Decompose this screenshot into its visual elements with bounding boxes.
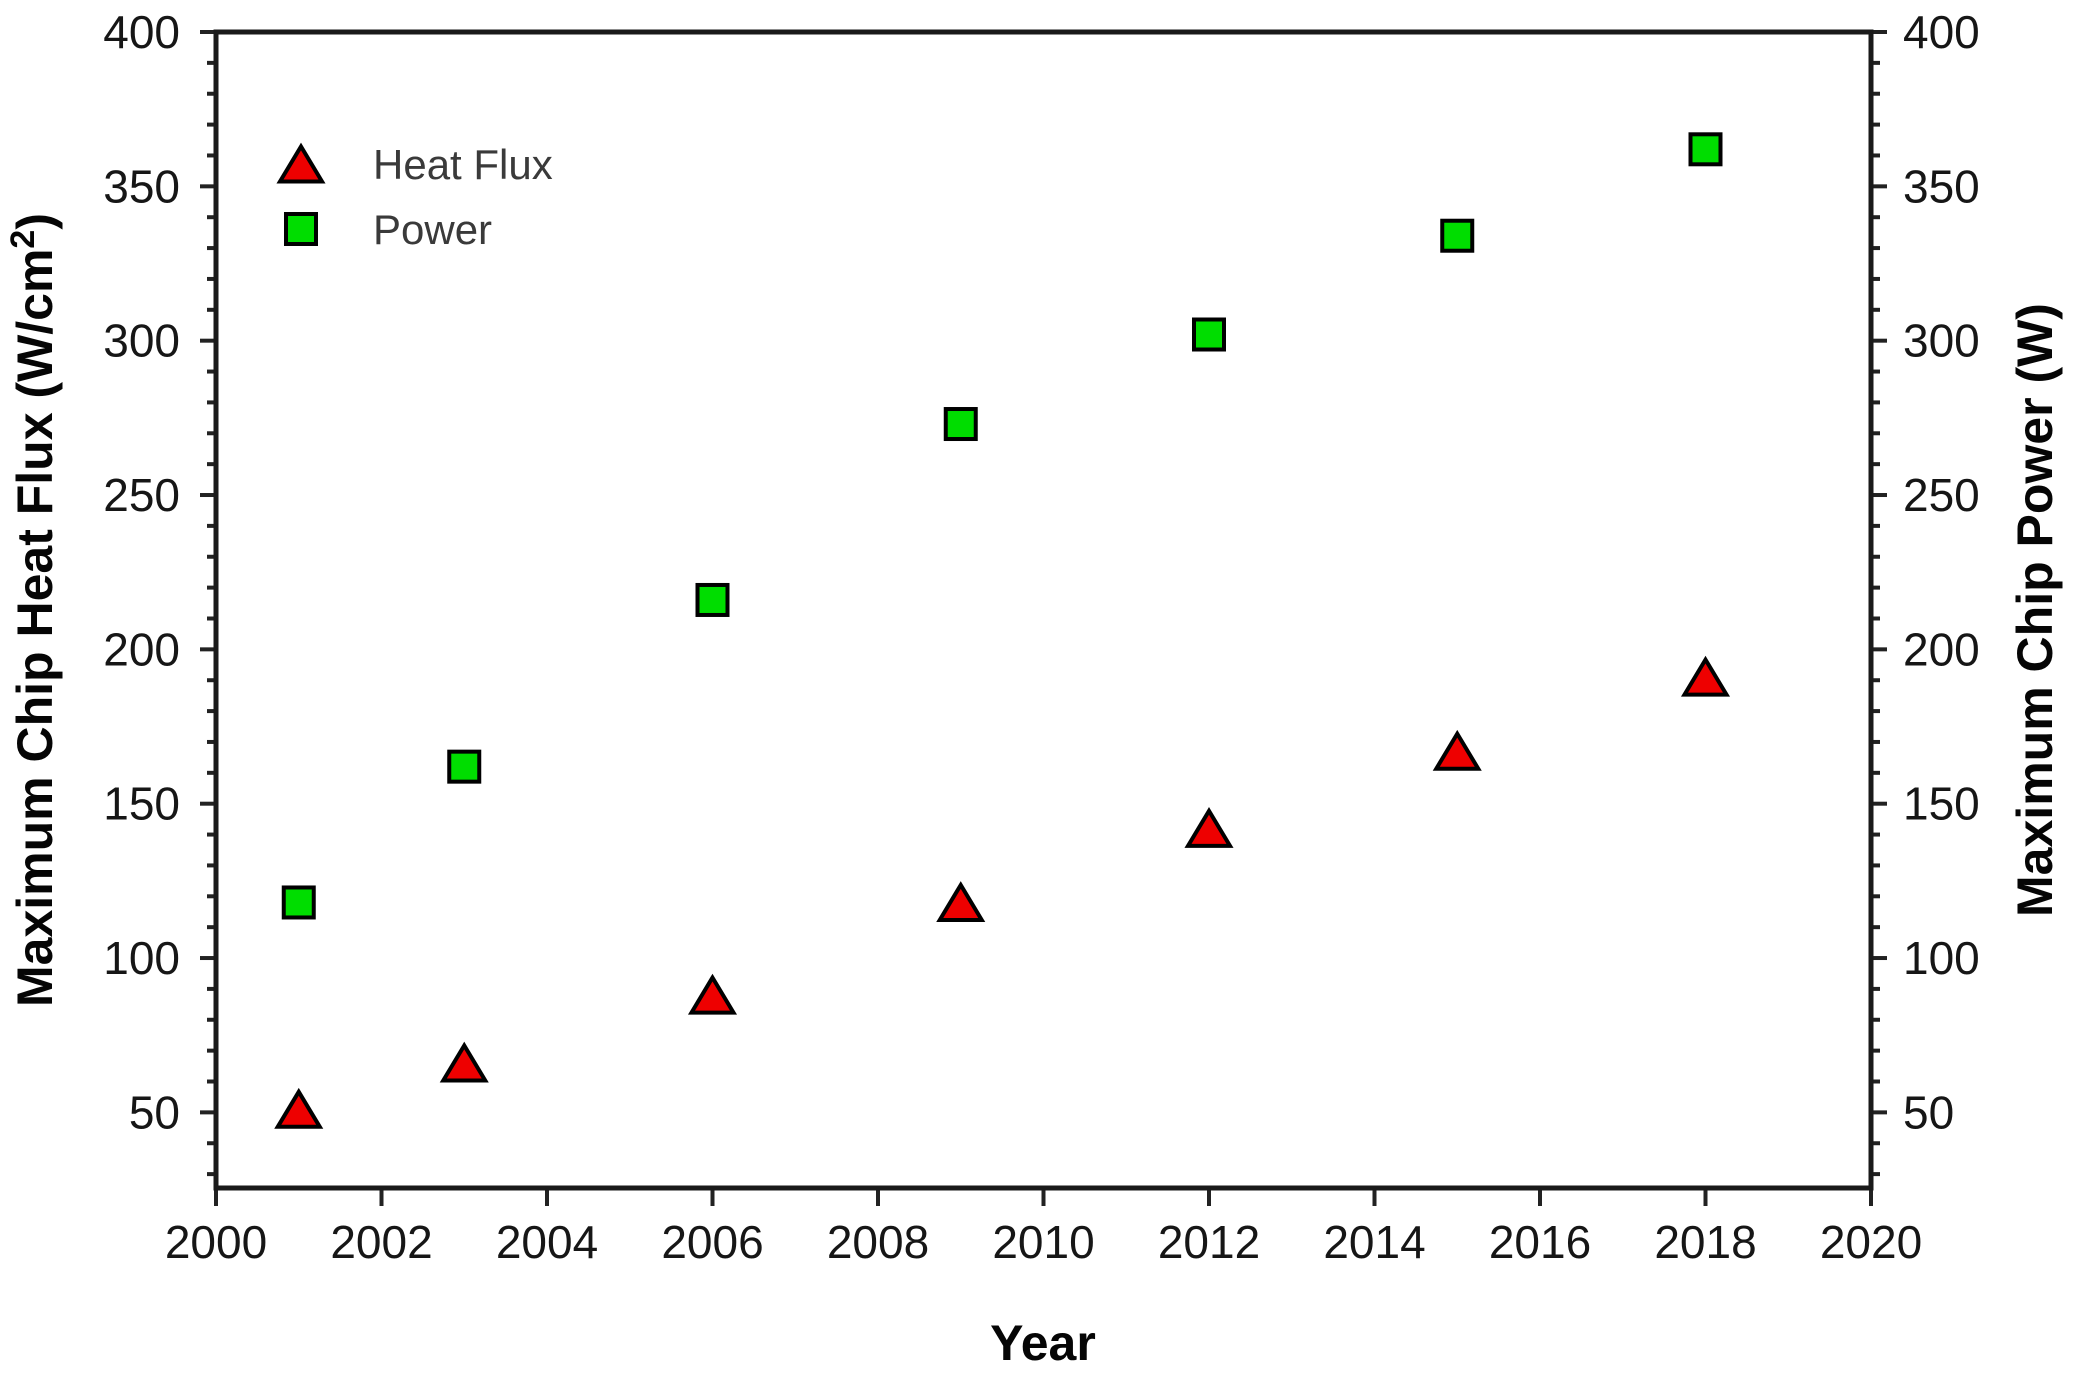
x-axis-tick-label: 2004: [496, 1216, 598, 1268]
y-axis-tick-label-right: 400: [1903, 6, 1980, 58]
left-axis-title-superscript: 2: [4, 230, 42, 249]
data-point-heat-flux-2003: [439, 1041, 489, 1083]
data-point-power-2006: [695, 582, 730, 617]
x-axis-tick-label: 2012: [1158, 1216, 1260, 1268]
data-point-heat-flux-2009: [936, 881, 986, 922]
y-axis-tick-label-right: 200: [1903, 623, 1980, 675]
legend: Heat Flux Power: [276, 141, 553, 253]
data-point-power-2012: [1192, 317, 1226, 352]
y-axis-tick-label-right: 100: [1903, 932, 1980, 984]
data-point-power-2015: [1440, 218, 1475, 253]
plot-frame: [213, 29, 1874, 1191]
legend-power-label: Power: [373, 206, 492, 253]
data-point-power-2018: [1688, 132, 1723, 167]
data-point-power-2001: [281, 885, 316, 920]
x-axis-tick-label: 2020: [1820, 1216, 1922, 1268]
legend-heat-flux-label: Heat Flux: [373, 141, 553, 188]
data-point-heat-flux-2001: [274, 1087, 324, 1129]
data-point-power-2003: [447, 749, 482, 784]
x-axis-tick-label: 2000: [165, 1216, 267, 1268]
left-axis-title: Maximum Chip Heat Flux (W/cm2): [4, 213, 63, 1007]
y-axis-tick-label-left: 50: [129, 1086, 180, 1138]
y-axis-tick-label-left: 300: [103, 315, 180, 367]
y-axis-tick-label-left: 400: [103, 6, 180, 58]
data-point-heat-flux-2006: [687, 973, 738, 1015]
legend-heat-flux-marker-icon: [276, 142, 326, 184]
y-axis-tick-label-left: 350: [103, 160, 180, 212]
x-axis-tick-label: 2014: [1323, 1216, 1425, 1268]
y-axis-tick-label-right: 250: [1903, 469, 1980, 521]
data-point-heat-flux-2018: [1680, 655, 1731, 697]
left-axis-title-end: ): [7, 213, 63, 230]
left-axis-title-base: Maximum Chip Heat Flux (W/cm: [7, 249, 63, 1007]
data-point-power-2009: [943, 407, 978, 442]
y-axis-tick-label-right: 50: [1903, 1086, 1954, 1138]
x-axis-tick-label: 2010: [992, 1216, 1094, 1268]
y-axis-tick-label-left: 250: [103, 469, 180, 521]
data-point-heat-flux-2012: [1184, 807, 1234, 848]
points-layer: [274, 132, 1731, 1129]
y-axis-tick-label-left: 150: [103, 778, 180, 830]
y-axis-tick-label-left: 100: [103, 932, 180, 984]
x-axis-tick-label: 2018: [1654, 1216, 1756, 1268]
x-axis-title: Year: [990, 1315, 1096, 1371]
y-axis-tick-label-right: 150: [1903, 778, 1980, 830]
right-axis-title: Maximum Chip Power (W): [2007, 303, 2063, 917]
x-axis-tick-label: 2016: [1489, 1216, 1591, 1268]
y-axis-tick-label-right: 300: [1903, 315, 1980, 367]
y-axis-tick-label-right: 350: [1903, 160, 1980, 212]
x-axis-tick-label: 2002: [330, 1216, 432, 1268]
x-axis-tick-label: 2006: [661, 1216, 763, 1268]
data-point-heat-flux-2015: [1432, 729, 1482, 771]
ticks-layer: 50 50 100 100 150 150 200 200 250 250 300 300 350 350…: [103, 6, 1980, 1268]
legend-power-marker-icon: [284, 212, 318, 246]
x-axis-tick-label: 2008: [827, 1216, 929, 1268]
y-axis-tick-label-left: 200: [103, 623, 180, 675]
